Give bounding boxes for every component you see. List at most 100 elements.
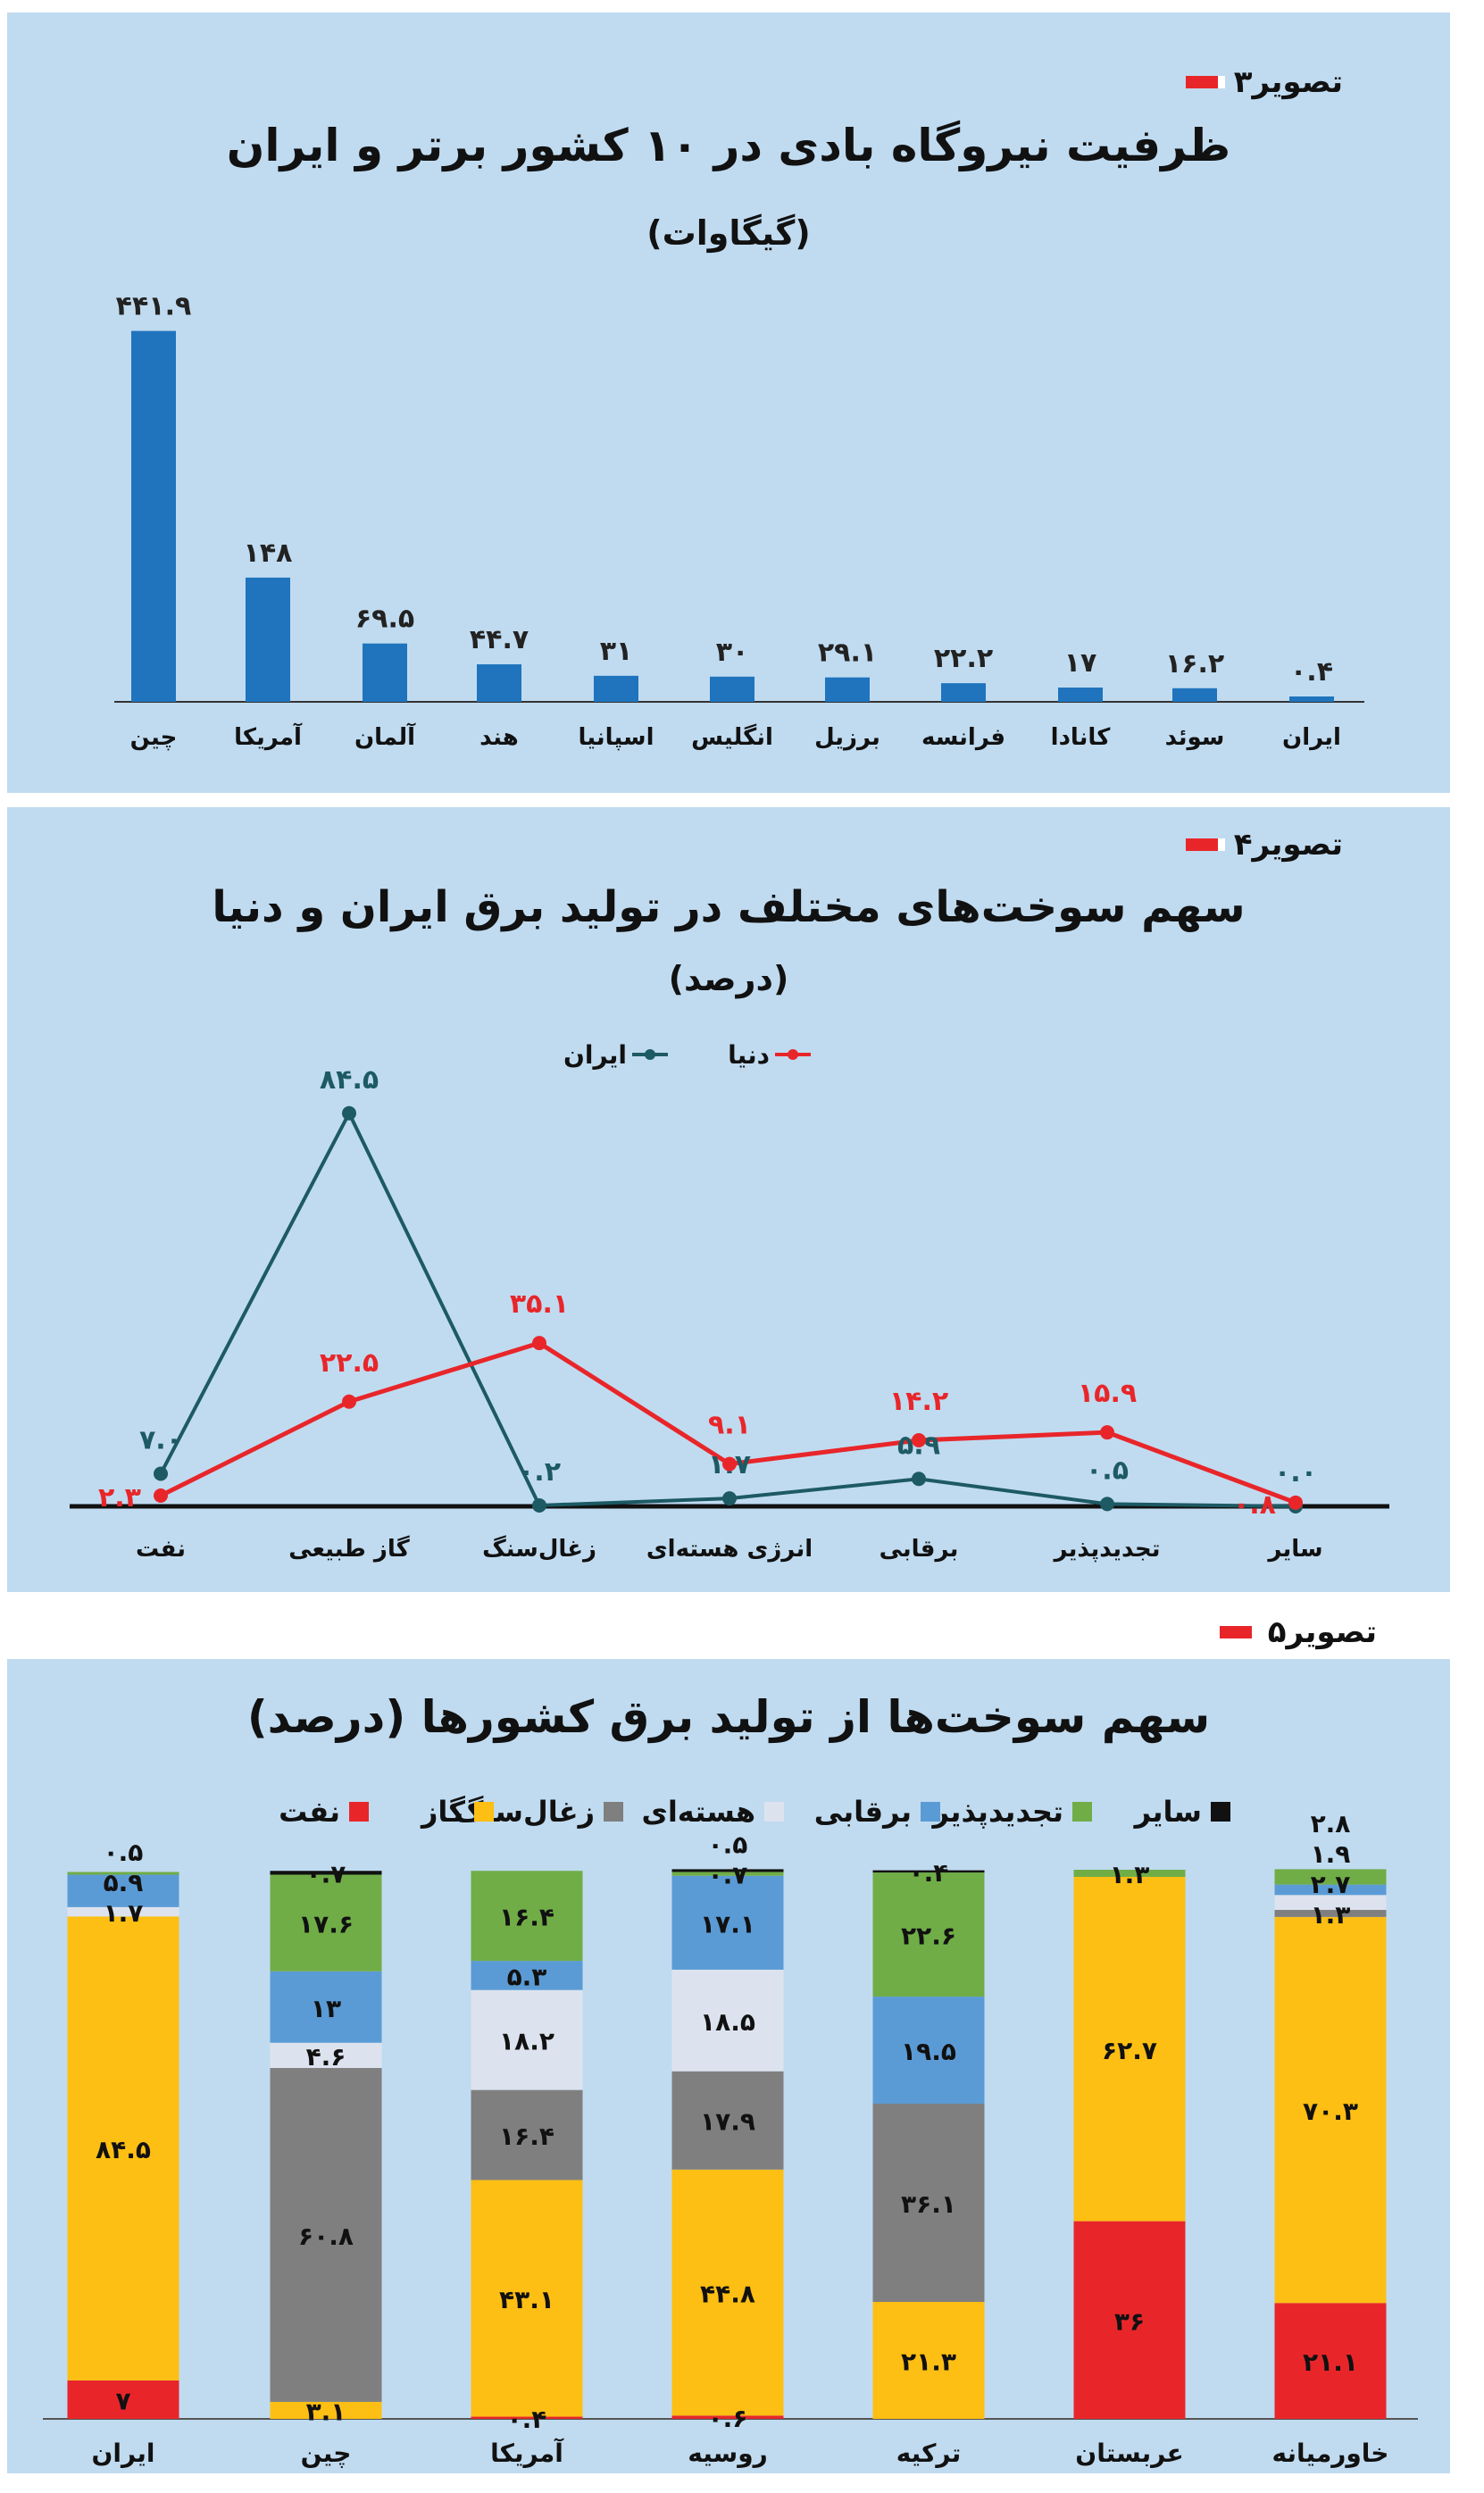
data-label: ۸۴.۵	[96, 2135, 151, 2164]
legend-label: سایر	[1133, 1795, 1202, 1829]
legend-label: دنیا	[728, 1040, 770, 1070]
bar-segment	[67, 1874, 179, 1907]
bar-segment	[872, 2103, 985, 2303]
data-point	[912, 1433, 926, 1448]
data-label: ۵.۳	[507, 1962, 547, 1991]
bar-segment	[270, 1971, 382, 2043]
data-label: ۵.۹	[104, 1868, 144, 1897]
bar-segment	[872, 1870, 985, 1873]
legend-label: برقابی	[814, 1795, 912, 1829]
tick-label: ایران	[1282, 724, 1341, 751]
data-label: ۰.۷	[306, 1859, 346, 1889]
tick-label: نفت	[136, 1536, 186, 1563]
tick-label: برزیل	[814, 724, 880, 751]
bar-segment	[872, 1997, 985, 2104]
data-label: ۲.۷	[1311, 1870, 1351, 1899]
chart-subtitle: (گیگاوات)	[646, 213, 811, 253]
fuel-share-line-panel: تصویر۴ سهم سوخت‌های مختلف در تولید برق ا…	[7, 807, 1450, 1592]
chart-title: سهم سوخت‌ها از تولید برق کشورها (درصد)	[246, 1691, 1211, 1743]
bar-segment	[1073, 1876, 1186, 2222]
data-label: ۳.۱	[306, 2397, 346, 2426]
data-point	[722, 1456, 737, 1472]
data-label: ۰.۸	[1233, 1489, 1276, 1521]
data-label: ۱۶.۴	[499, 2122, 554, 2151]
data-point	[342, 1394, 356, 1409]
data-label: ۴۴.۸	[700, 2280, 755, 2309]
data-label: ۲۲.۵	[320, 1347, 379, 1379]
flag-icon	[1185, 838, 1225, 851]
data-point	[342, 1105, 356, 1121]
fuel-share-stacked-panel: سهم سوخت‌ها از تولید برق کشورها (درصد) س…	[7, 1659, 1450, 2473]
data-point	[722, 1491, 737, 1506]
data-label: ۱۴.۲	[889, 1386, 948, 1417]
data-label: ۲.۳	[98, 1482, 141, 1513]
data-label: ۰.۶	[708, 2404, 748, 2433]
bar	[246, 577, 290, 702]
bar-segment	[1274, 2303, 1387, 2419]
bar-segment	[270, 2042, 382, 2069]
chart-subtitle: (درصد)	[668, 959, 789, 998]
bar-segment	[671, 2415, 784, 2419]
tick-label: عربستان	[1075, 2439, 1183, 2468]
legend-swatch	[604, 1802, 623, 1822]
legend-swatch	[349, 1802, 369, 1822]
data-point	[154, 1466, 168, 1481]
bar-segment	[1274, 1895, 1387, 1910]
data-label: ۷۰.۳	[1303, 2097, 1358, 2126]
legend-swatch	[921, 1802, 940, 1822]
data-label: ۷.۰	[139, 1425, 182, 1456]
data-point	[532, 1336, 546, 1351]
data-point	[1100, 1497, 1114, 1512]
tick-label: برقابی	[880, 1536, 959, 1563]
tick-label: روسیه	[688, 2439, 767, 2468]
data-label: ۰.۰	[1274, 1457, 1317, 1488]
data-label: ۲۲.۲	[934, 643, 993, 674]
bar	[1058, 688, 1103, 702]
data-label: ۸۴.۵	[320, 1064, 379, 1096]
data-label: ۱.۳	[1311, 1900, 1351, 1930]
bar-segment	[67, 1906, 179, 1917]
legend-swatch	[474, 1802, 494, 1822]
data-label: ۶۲.۷	[1102, 2036, 1157, 2065]
tick-label: اسپانیا	[579, 724, 654, 751]
chart-title: ظرفیت نیروگاه بادی در ۱۰ کشور برتر و ایر…	[226, 120, 1231, 171]
flag-icon	[1219, 1626, 1259, 1638]
bar-segment	[471, 2089, 583, 2180]
data-point	[1100, 1425, 1114, 1440]
bar-segment	[1274, 1909, 1387, 1917]
data-label: ۰.۴	[909, 1858, 949, 1888]
data-label: ۶۹.۵	[355, 604, 414, 635]
data-label: ۱۷.۹	[700, 2107, 755, 2137]
bar-segment	[671, 1969, 784, 2072]
tick-label: آمریکا	[234, 722, 303, 751]
data-label: ۰.۷	[708, 1861, 748, 1890]
legend-swatch	[1211, 1802, 1230, 1822]
data-label: ۲۲.۶	[901, 1922, 956, 1951]
bar-segment	[471, 2416, 583, 2419]
legend-label: تجدیدپذیر	[931, 1795, 1063, 1829]
bar-segment	[671, 1869, 784, 1872]
bar	[941, 683, 986, 702]
tick-label: سوئد	[1165, 724, 1225, 751]
wind-capacity-panel: تصویر۳ ظرفیت نیروگاه بادی در ۱۰ کشور برت…	[7, 13, 1450, 793]
flag-icon	[1185, 76, 1225, 88]
legend-marker	[788, 1049, 798, 1060]
bar-segment	[671, 2071, 784, 2170]
bar-segment	[471, 1989, 583, 2090]
chart-title: سهم سوخت‌های مختلف در تولید برق ایران و …	[212, 882, 1246, 932]
bar-segment	[671, 1872, 784, 1876]
bar-segment	[471, 2180, 583, 2417]
legend-marker	[645, 1049, 655, 1060]
data-label: ۱۹.۵	[901, 2037, 956, 2066]
bar-segment	[671, 1875, 784, 1970]
tick-label: آمریکا	[490, 2438, 564, 2468]
bar-segment	[270, 1874, 382, 1972]
bar-segment	[872, 1872, 985, 1997]
data-label: ۱۷.۱	[700, 1909, 755, 1939]
bar-segment	[1274, 1916, 1387, 2304]
tick-label: آلمان	[354, 722, 416, 751]
data-label: ۱.۷	[104, 1898, 144, 1928]
data-label: ۱۷.۶	[298, 1910, 354, 1939]
data-label: ۱۶.۴	[499, 1903, 554, 1932]
data-point	[1288, 1495, 1303, 1510]
